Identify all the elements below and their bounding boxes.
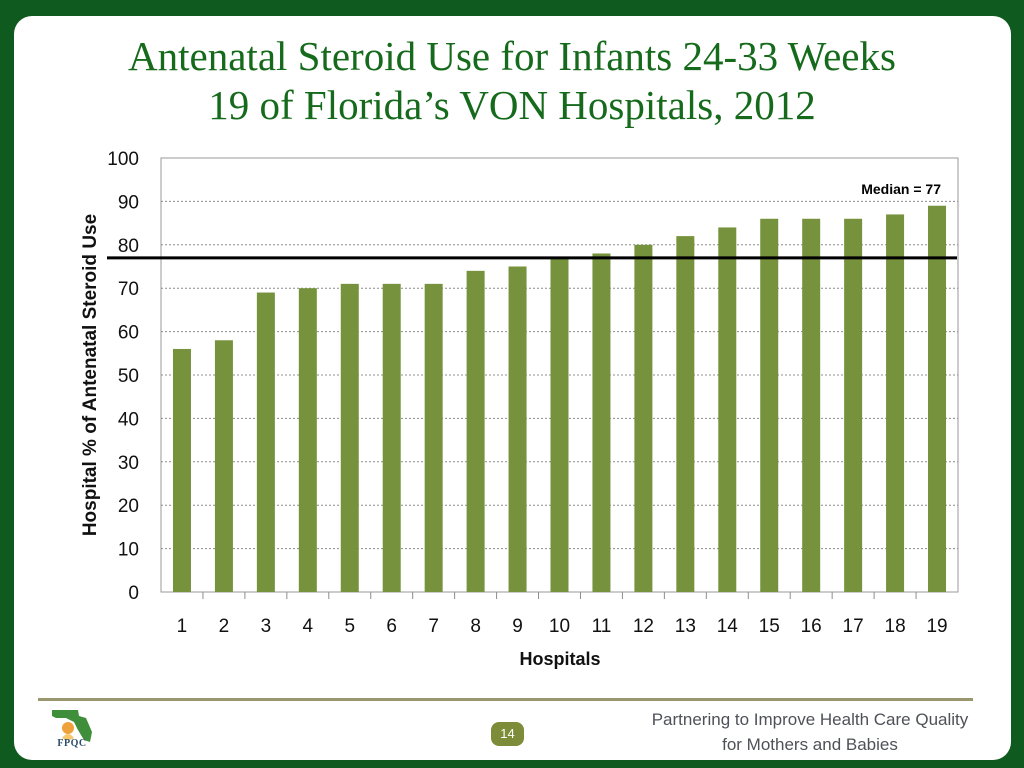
x-tick-label: 12 [633, 616, 654, 637]
x-tick-label: 3 [261, 616, 272, 637]
x-tick-label: 5 [344, 616, 355, 637]
y-tick-label: 60 [118, 323, 139, 344]
bar [886, 214, 905, 593]
bar [592, 253, 611, 593]
bar [256, 292, 275, 592]
y-tick-label: 10 [118, 540, 139, 561]
y-tick-label: 20 [118, 496, 139, 517]
x-tick-label: 1 [177, 616, 188, 637]
bar [718, 227, 737, 592]
bar [424, 283, 443, 592]
x-tick-label: 8 [470, 616, 481, 637]
x-tick-label: 6 [386, 616, 397, 637]
x-tick-label: 13 [675, 616, 696, 637]
y-axis-title: Hospital % of Antenatal Steroid Use [80, 214, 101, 536]
bar [466, 270, 485, 592]
bar [340, 283, 359, 592]
bar [760, 218, 779, 592]
x-tick-label: 17 [843, 616, 864, 637]
slide-title: Antenatal Steroid Use for Infants 24-33 … [0, 32, 1024, 130]
tagline-line-2: for Mothers and Babies [722, 735, 898, 754]
x-tick-label: 7 [428, 616, 439, 637]
median-label: Median = 77 [861, 181, 941, 197]
x-tick-label: 2 [219, 616, 230, 637]
y-tick-label: 90 [118, 192, 139, 213]
x-tick-label: 15 [759, 616, 780, 637]
footer-tagline: Partnering to Improve Health Care Qualit… [600, 707, 1020, 757]
bar [676, 236, 695, 592]
bar [172, 348, 191, 592]
bar [844, 218, 863, 592]
bar [214, 340, 233, 592]
bar [634, 244, 653, 593]
x-tick-label: 19 [926, 616, 947, 637]
y-tick-label: 50 [118, 366, 139, 387]
x-tick-label: 14 [717, 616, 739, 637]
x-tick-label: 4 [303, 616, 314, 637]
x-tick-label: 9 [512, 616, 523, 637]
fpqc-logo-icon [52, 710, 92, 742]
logo-text: FPQC [57, 738, 87, 749]
title-line-1: Antenatal Steroid Use for Infants 24-33 … [128, 33, 896, 79]
tagline-line-1: Partnering to Improve Health Care Qualit… [651, 710, 969, 729]
bar [508, 266, 527, 592]
y-tick-label: 30 [118, 453, 139, 474]
title-line-2: 19 of Florida’s VON Hospitals, 2012 [208, 82, 816, 128]
footer-divider [38, 698, 973, 701]
bar [928, 205, 947, 593]
page-number-badge: 14 [491, 722, 524, 746]
x-tick-label: 11 [592, 616, 612, 637]
y-tick-label: 0 [128, 583, 139, 604]
x-axis-title: Hospitals [519, 649, 600, 669]
x-tick-label: 16 [801, 616, 822, 637]
bar [802, 218, 821, 592]
x-tick-label: 18 [885, 616, 906, 637]
y-tick-label: 70 [118, 279, 139, 300]
y-tick-label: 100 [107, 149, 139, 170]
bar [298, 288, 317, 592]
y-tick-label: 80 [118, 236, 139, 257]
bar [382, 283, 401, 592]
bar [550, 257, 569, 592]
x-tick-label: 10 [549, 616, 570, 637]
y-tick-label: 40 [118, 409, 139, 430]
